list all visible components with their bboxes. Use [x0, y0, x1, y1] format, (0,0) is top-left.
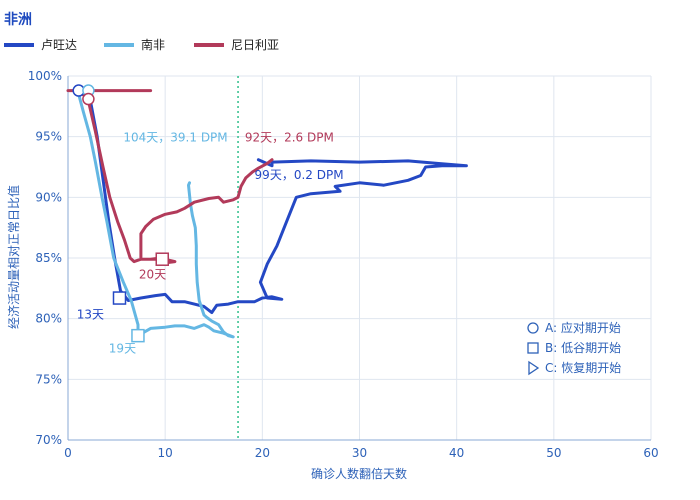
circle-icon [527, 322, 539, 334]
y-tick-label: 75% [35, 372, 62, 386]
legend-label: 南非 [141, 37, 165, 52]
x-tick-label: 40 [449, 446, 464, 460]
marker-legend-label: B: 低谷期开始 [545, 341, 621, 355]
legend-label: 卢旺达 [41, 37, 77, 52]
y-tick-label: 100% [28, 69, 62, 83]
marker-legend-item: A: 应对期开始 [527, 320, 621, 335]
series-line [79, 89, 468, 315]
point-marker-circle [82, 92, 95, 106]
x-axis-title: 确诊人数翻倍天数 [311, 466, 407, 481]
point-marker-square [112, 291, 127, 305]
y-tick-label: 95% [35, 130, 62, 144]
series-line [72, 89, 274, 265]
point-marker-square [131, 328, 145, 343]
x-tick-label: 60 [643, 446, 658, 460]
marker-legend-label: A: 应对期开始 [545, 320, 621, 335]
annotation-label: 19天 [109, 342, 136, 356]
x-tick-label: 10 [158, 446, 173, 460]
legend-item: 尼日利亚 [194, 38, 279, 52]
marker-legend-label: C: 恢复期开始 [545, 361, 621, 375]
series-line [76, 89, 235, 339]
x-tick-label: 30 [352, 446, 367, 460]
marker-legend: A: 应对期开始 B: 低谷期开始 C: 恢复期开始 [527, 320, 621, 376]
y-tick-label: 85% [35, 251, 62, 265]
annotation-label: 92天，2.6 DPM [245, 131, 334, 145]
marker-legend-item: C: 恢复期开始 [528, 360, 621, 376]
annotation-label: 99天，0.2 DPM [255, 168, 344, 182]
y-tick-label: 80% [35, 312, 62, 326]
y-tick-label: 90% [35, 190, 62, 204]
x-tick-label: 50 [546, 446, 561, 460]
axes: 0 10 20 30 40 50 60 70% 75% 80% 85% 90% 95% 100% [28, 69, 659, 460]
legend-item: 卢旺达 [4, 37, 77, 52]
chart-title: 非洲 [4, 11, 32, 28]
annotation-label: 13天 [77, 308, 104, 322]
y-axis-title: 经济活动量相对正常日比值 [6, 185, 21, 329]
x-tick-label: 0 [64, 446, 72, 460]
y-tick-label: 70% [35, 433, 62, 447]
legend: 卢旺达 南非 尼日利亚 [4, 37, 279, 52]
annotations-layer: 104天，39.1 DPM 92天，2.6 DPM 99天，0.2 DPM 20天 13… [77, 131, 344, 356]
annotation-label: 104天，39.1 DPM [123, 131, 227, 145]
markers-layer [72, 84, 170, 343]
triangle-icon [528, 360, 540, 376]
series-layer [66, 89, 468, 339]
point-marker-square [155, 252, 170, 266]
marker-legend-item: B: 低谷期开始 [527, 341, 621, 355]
x-tick-label: 20 [255, 446, 270, 460]
legend-label: 尼日利亚 [231, 38, 279, 52]
legend-item: 南非 [104, 37, 165, 52]
square-icon [527, 342, 539, 354]
annotation-label: 20天 [139, 268, 166, 282]
